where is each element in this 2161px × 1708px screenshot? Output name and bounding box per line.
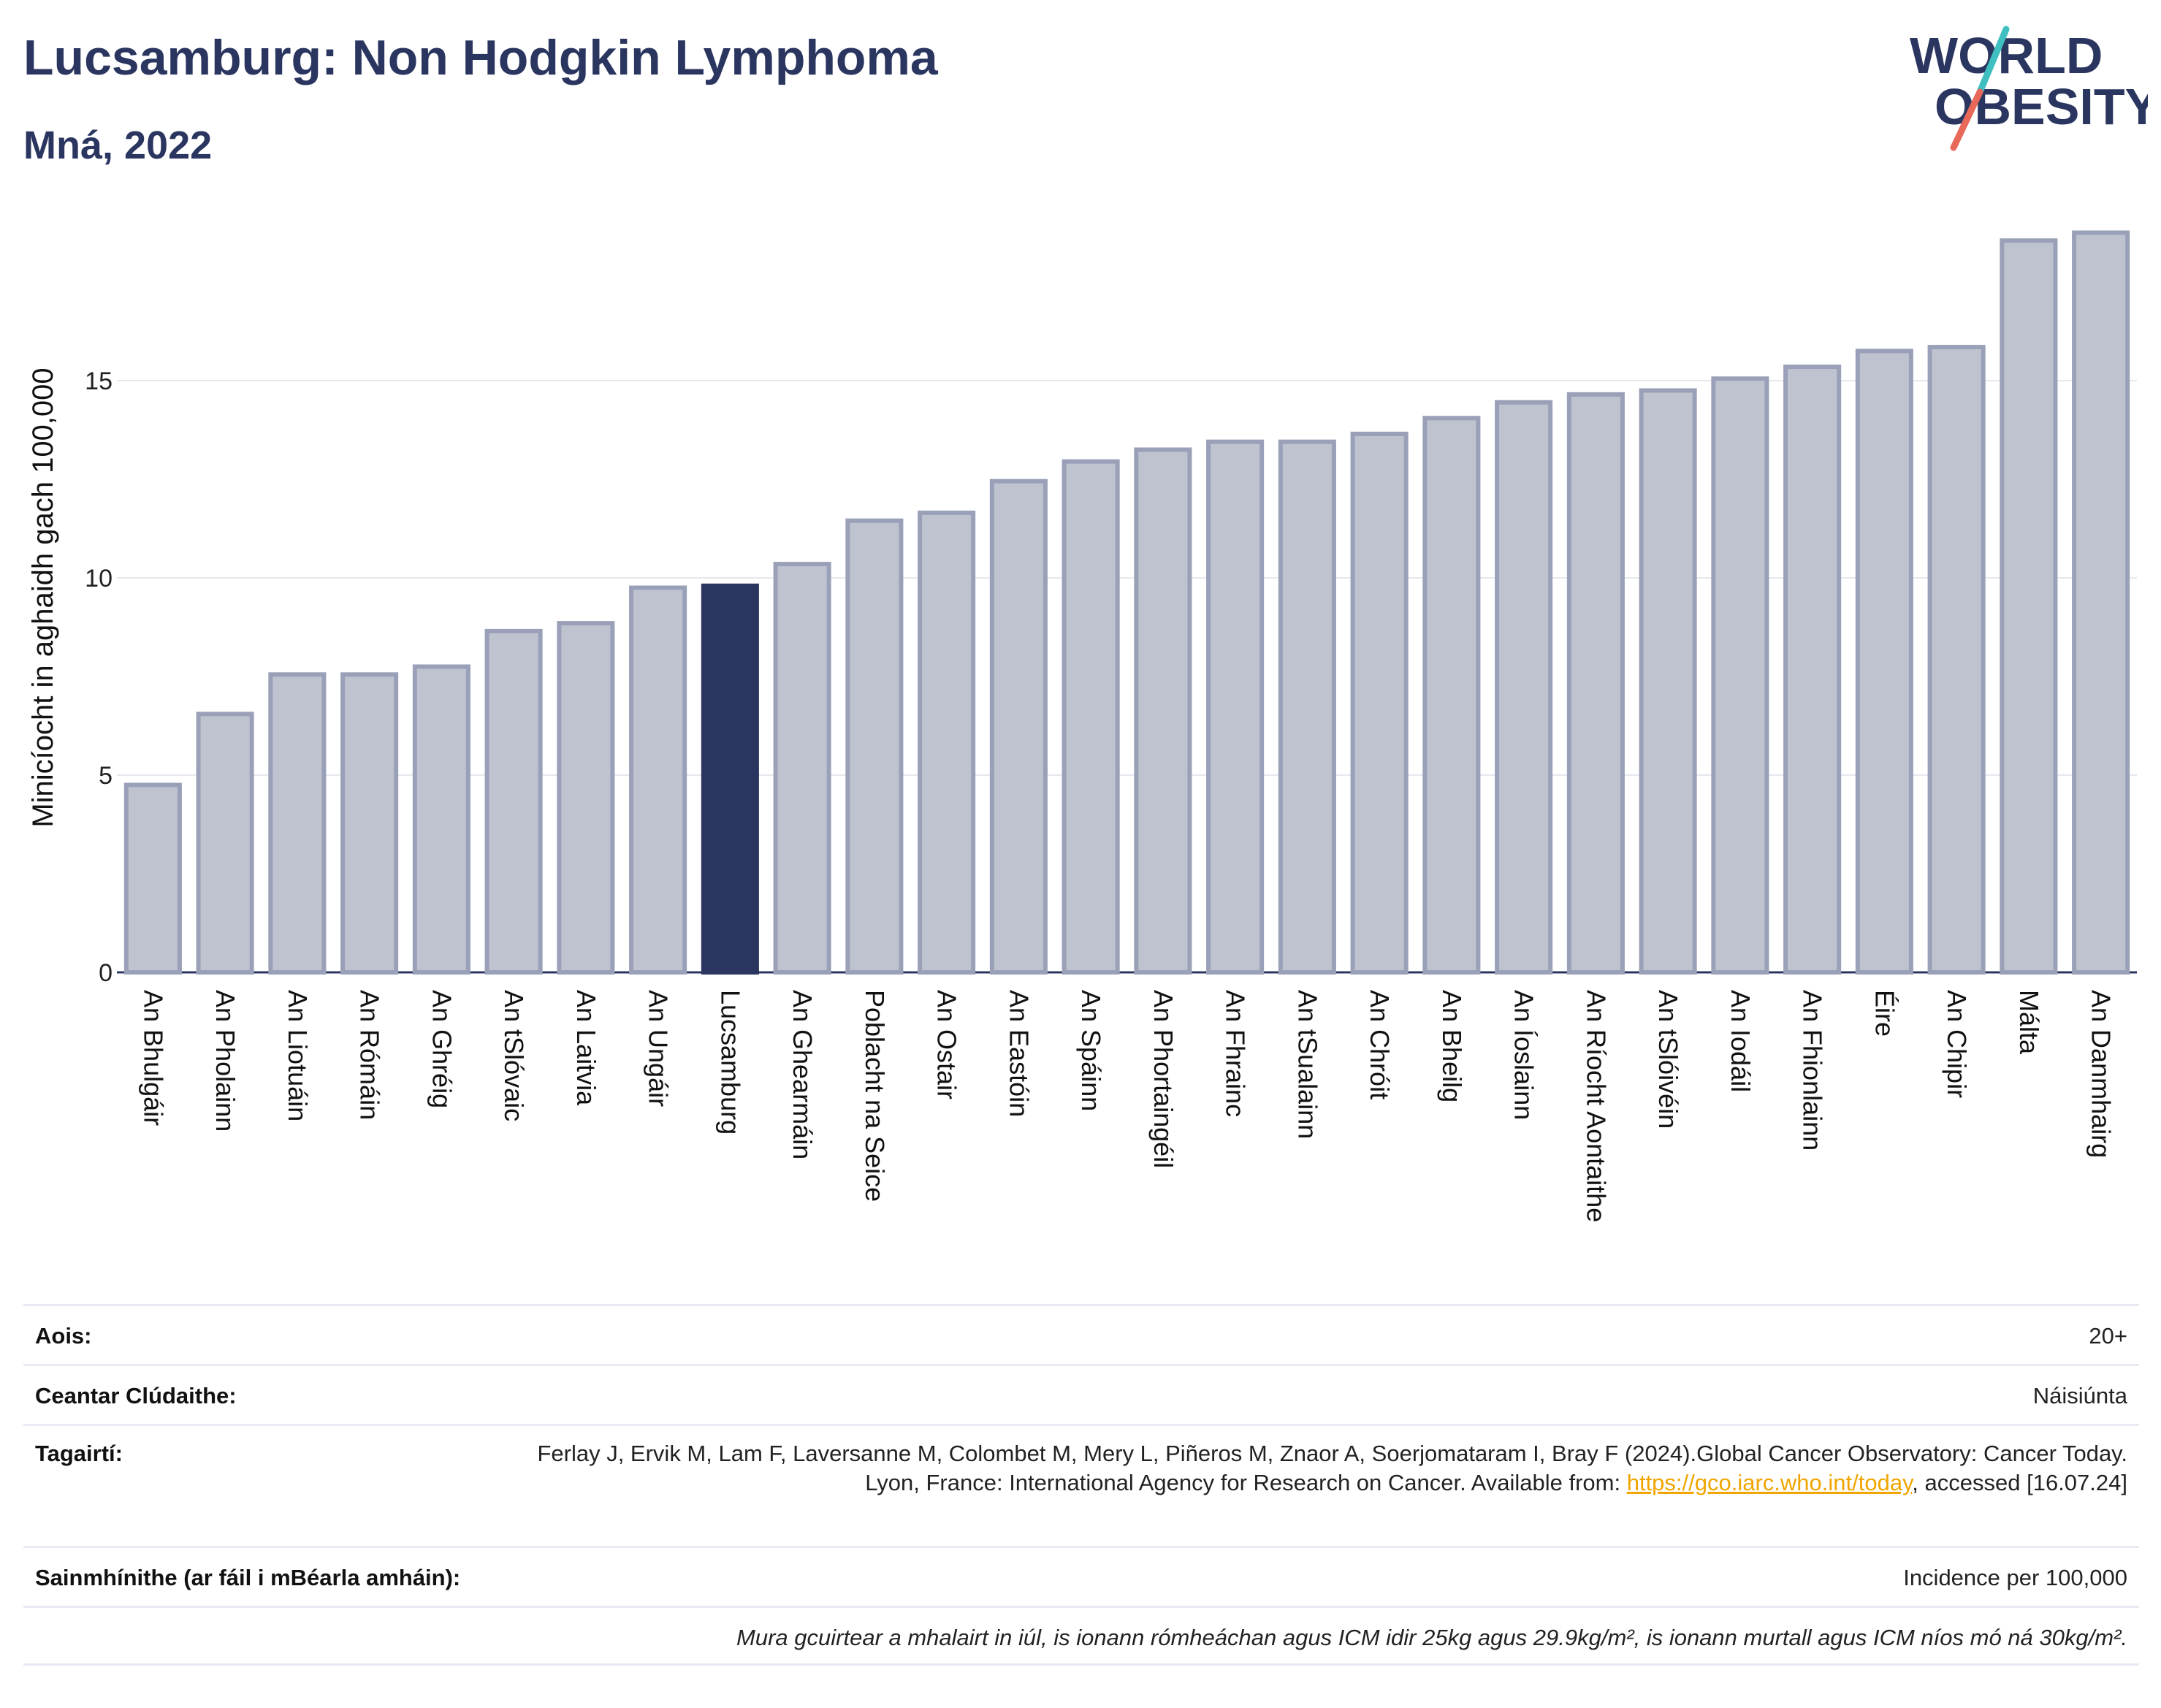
bar <box>918 510 976 975</box>
x-tick-label: An Liotuáin <box>283 990 313 1121</box>
x-tick-label: An tSlóvaic <box>499 990 529 1121</box>
age-value: 20+ <box>2089 1323 2127 1349</box>
x-tick-label: An Eastóin <box>1004 990 1034 1117</box>
bar <box>989 479 1048 975</box>
bar <box>340 672 399 975</box>
bar <box>2000 238 2058 975</box>
x-tick-label: An Laitvia <box>571 990 601 1106</box>
bar <box>484 628 543 975</box>
bar <box>1927 345 1986 975</box>
x-tick-label: An tSualainn <box>1292 990 1322 1139</box>
y-ticks: 0 5 10 15 <box>85 367 113 987</box>
references-value: Ferlay J, Ervik M, Lam F, Laversanne M, … <box>520 1439 2127 1498</box>
logo-slash-top <box>1976 26 2010 96</box>
bar <box>1134 447 1192 975</box>
bar <box>268 672 327 975</box>
info-row-definitions: Sainmhínithe (ar fáil i mBéarla amháin):… <box>23 1546 2139 1606</box>
logo-slash-bottom <box>1950 88 1983 151</box>
x-tick-label: Éire <box>1870 990 1899 1037</box>
page-subtitle: Mná, 2022 <box>23 123 213 167</box>
x-tick-label: An Fhrainc <box>1221 990 1251 1117</box>
x-tick-label: An Spáinn <box>1076 990 1106 1111</box>
x-tick-label: Poblacht na Seice <box>860 990 890 1202</box>
references-link[interactable]: https://gco.iarc.who.int/today <box>1626 1470 1913 1495</box>
bar-chart: 0 5 10 15 An Bhulgáir An Pholainn An Liotuáin… <box>27 230 2137 1222</box>
x-tick-label: Lucsamburg <box>715 990 745 1135</box>
y-axis-label: Minicíocht in aghaidh gach 100,000 <box>27 367 59 827</box>
info-table: Aois: 20+ Ceantar Clúdaithe: Náisiúnta T… <box>23 1304 2139 1666</box>
x-tick-label: An Rómáin <box>355 990 385 1120</box>
references-label: Tagairtí: <box>35 1441 123 1466</box>
info-row-coverage: Ceantar Clúdaithe: Náisiúnta <box>23 1364 2139 1424</box>
x-tick-label: An Bhulgáir <box>138 990 168 1126</box>
bar <box>1422 416 1481 975</box>
world-obesity-logo: WORLD OBESITY <box>1910 26 2148 151</box>
info-row-footnote: Mura gcuirtear a mhalairt in iúl, is ion… <box>23 1606 2139 1666</box>
x-tick-label: An Ghréig <box>427 990 457 1108</box>
bar <box>1062 459 1120 975</box>
x-tick-label: An Chipir <box>1942 990 1972 1098</box>
definitions-label: Sainmhínithe (ar fáil i mBéarla amháin): <box>35 1565 461 1590</box>
bar <box>2072 230 2130 975</box>
bar <box>845 518 904 975</box>
x-tick-label: Málta <box>2014 990 2044 1055</box>
x-tick-label: An Ghearmáin <box>788 990 817 1159</box>
x-tick-label: An Ríocht Aontaithe <box>1581 990 1611 1222</box>
coverage-label: Ceantar Clúdaithe: <box>35 1383 237 1408</box>
y-tick-label: 0 <box>99 959 113 987</box>
x-tick-label: An Íoslainn <box>1509 990 1539 1120</box>
info-row-age: Aois: 20+ <box>23 1304 2139 1364</box>
x-tick-label: An Fhionlainn <box>1798 990 1828 1151</box>
bar <box>1350 431 1409 975</box>
bar <box>1278 439 1336 975</box>
x-tick-label: An Danmhairg <box>2086 990 2116 1158</box>
x-tick-label: An Ungáir <box>644 990 674 1107</box>
y-tick-label: 15 <box>85 367 113 395</box>
definitions-value: Incidence per 100,000 <box>1903 1565 2127 1590</box>
references-text: Ferlay J, Ervik M, Lam F, Laversanne M, … <box>537 1441 2127 1495</box>
bars-layer <box>123 230 2130 975</box>
bar <box>1855 348 1913 975</box>
bar <box>1566 392 1625 975</box>
bar <box>701 583 759 975</box>
references-tail: , accessed [16.07.24] <box>1912 1470 2127 1495</box>
bar <box>1495 400 1553 975</box>
bar <box>773 562 831 975</box>
y-tick-label: 10 <box>85 565 113 592</box>
x-tick-labels: An Bhulgáir An Pholainn An Liotuáin An Rómá… <box>138 990 2116 1222</box>
footnote-text: Mura gcuirtear a mhalairt in iúl, is ion… <box>736 1625 2127 1650</box>
bar <box>629 585 687 975</box>
x-tick-label: An Chróit <box>1365 990 1395 1099</box>
x-tick-label: An tSlóivéin <box>1653 990 1683 1129</box>
x-tick-label: An Iodáil <box>1726 990 1756 1092</box>
bar <box>1206 439 1265 975</box>
bar <box>1711 376 1769 975</box>
bar <box>557 621 615 975</box>
x-tick-label: An Ostair <box>932 990 962 1099</box>
bar <box>412 664 470 975</box>
y-tick-label: 5 <box>99 762 113 790</box>
bar <box>123 782 182 975</box>
x-tick-label: An Bheilg <box>1437 990 1467 1102</box>
page-title: Lucsamburg: Non Hodgkin Lymphoma <box>23 30 938 85</box>
info-row-references: Tagairtí: Ferlay J, Ervik M, Lam F, Lave… <box>23 1424 2139 1546</box>
bar <box>196 712 254 975</box>
x-tick-label: An Phortaingéil <box>1148 990 1178 1168</box>
bar <box>1783 365 1842 975</box>
bar <box>1639 388 1697 975</box>
age-label: Aois: <box>35 1323 92 1349</box>
coverage-value: Náisiúnta <box>2032 1383 2127 1408</box>
x-tick-label: An Pholainn <box>210 990 240 1132</box>
